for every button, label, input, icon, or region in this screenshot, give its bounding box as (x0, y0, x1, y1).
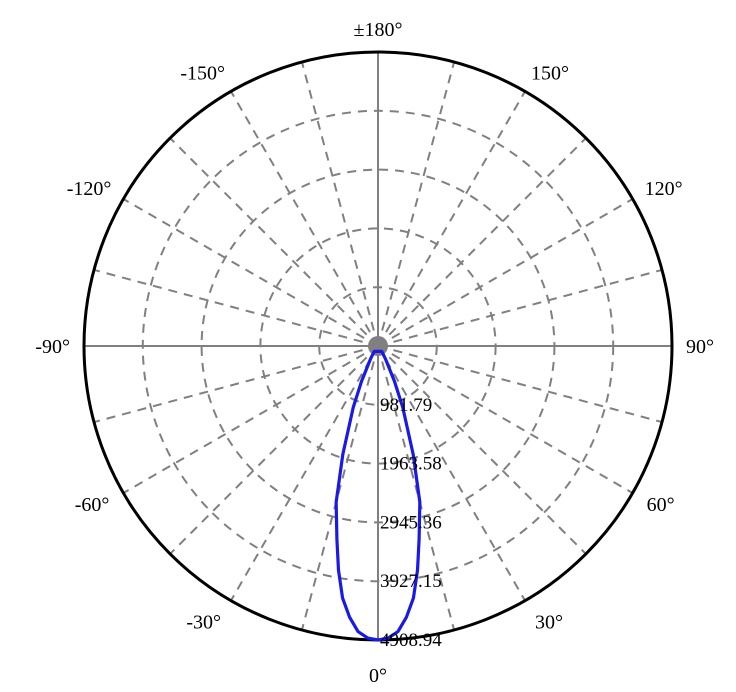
radial-label: 981.79 (380, 395, 432, 416)
grid-spoke (378, 199, 633, 346)
radial-label: 4908.94 (380, 630, 442, 651)
grid-spoke (378, 62, 454, 346)
polar-svg: 981.79 1963.58 2945.36 3927.15 4908.94 0° 30° 6… (0, 0, 736, 692)
angle-label: -90° (35, 336, 70, 358)
angle-label: 90° (686, 336, 714, 358)
grid-spoke (123, 199, 378, 346)
angle-label: 0° (369, 665, 387, 687)
grid-spoke (94, 346, 378, 422)
angle-label: 120° (645, 178, 683, 200)
angle-label: -120° (67, 178, 112, 200)
radial-label: 1963.58 (380, 454, 442, 475)
angle-label: 60° (647, 494, 675, 516)
grid-spoke (302, 62, 378, 346)
grid-spoke (231, 91, 378, 346)
grid-spoke (378, 138, 586, 346)
radial-label: 2945.36 (380, 512, 442, 533)
radial-label: 3927.15 (380, 571, 442, 592)
grid-spoke (378, 270, 662, 346)
angle-label: ±180° (354, 19, 403, 41)
angle-label: 150° (531, 62, 569, 84)
angle-label: -150° (180, 62, 225, 84)
grid-spoke (170, 346, 378, 554)
angle-label: -30° (186, 612, 221, 634)
grid-spoke (231, 346, 378, 601)
angle-label: 30° (535, 612, 563, 634)
grid-spoke (170, 138, 378, 346)
grid-spoke (378, 91, 525, 346)
angle-label: -60° (75, 494, 110, 516)
grid-spoke (94, 270, 378, 346)
polar-chart: 981.79 1963.58 2945.36 3927.15 4908.94 0° 30° 6… (0, 0, 736, 692)
